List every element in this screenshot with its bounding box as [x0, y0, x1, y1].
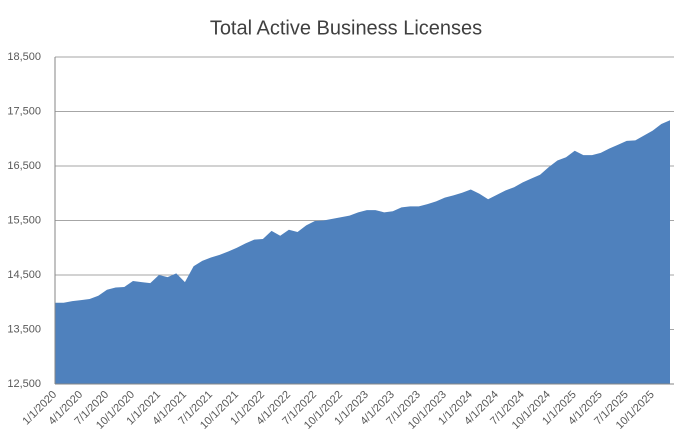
y-tick-label: 12,500: [7, 378, 41, 390]
chart-title: Total Active Business Licenses: [210, 17, 482, 39]
area: [55, 120, 670, 384]
y-tick-label: 14,500: [7, 269, 41, 281]
y-tick-label: 13,500: [7, 323, 41, 335]
y-tick-label: 17,500: [7, 105, 41, 117]
y-tick-label: 15,500: [7, 214, 41, 226]
y-tick-label: 16,500: [7, 160, 41, 172]
y-tick-label: 18,500: [7, 51, 41, 63]
